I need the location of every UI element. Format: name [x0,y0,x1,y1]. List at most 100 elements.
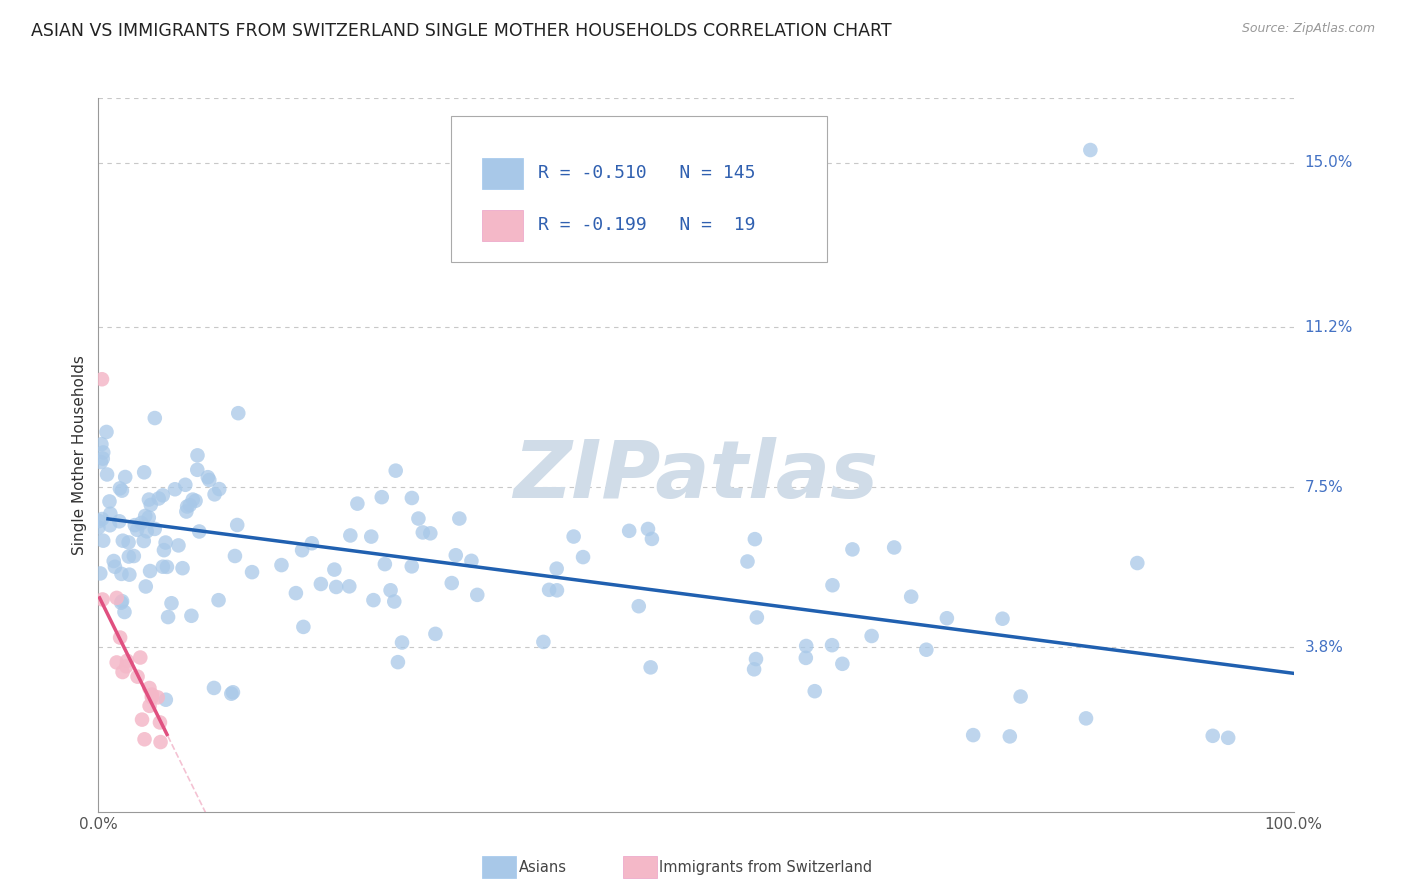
Point [131,713,153,727]
Point [363,593,385,607]
Point [821,638,844,652]
Point [562,530,585,544]
Point [744,532,766,546]
Point [794,651,817,665]
Point [412,525,434,540]
Point [104,559,127,574]
Text: Source: ZipAtlas.com: Source: ZipAtlas.com [1241,22,1375,36]
Point [382,594,405,608]
Point [111,665,134,679]
Point [127,523,149,537]
FancyBboxPatch shape [482,211,523,241]
Point [444,548,467,562]
Point [449,511,471,525]
Point [118,549,141,564]
Point [1202,729,1225,743]
Point [156,560,179,574]
Point [111,533,134,548]
Point [627,599,650,614]
Point [323,563,346,577]
Point [1126,556,1149,570]
Point [186,448,208,462]
Point [176,500,198,514]
Point [124,518,146,533]
Point [89,566,111,581]
Text: 3.8%: 3.8% [1305,640,1344,655]
Point [111,483,134,498]
Point [149,735,172,749]
Y-axis label: Single Mother Households: Single Mother Households [72,355,87,555]
Point [538,582,561,597]
Point [465,588,488,602]
Point [152,559,174,574]
Point [179,498,201,512]
Point [98,507,121,521]
Point [346,497,368,511]
Point [172,561,194,575]
Point [96,425,118,439]
Point [146,690,169,705]
Point [91,533,114,548]
Point [384,464,406,478]
Point [90,455,112,469]
Point [301,536,323,550]
Text: Asians: Asians [519,860,567,874]
Point [114,470,136,484]
Point [176,504,198,518]
Text: 7.5%: 7.5% [1305,480,1343,495]
Point [401,559,423,574]
Point [637,522,659,536]
Point [143,522,166,536]
Point [371,490,394,504]
Point [96,467,118,482]
Point [131,516,153,530]
Point [325,580,347,594]
Point [1080,143,1102,157]
Point [184,493,207,508]
Point [641,532,664,546]
Point [391,635,413,649]
Point [202,681,225,695]
Point [138,492,160,507]
Point [163,482,186,496]
Point [204,487,226,501]
Point [90,437,112,451]
Point [138,698,160,713]
Point [284,586,307,600]
Point [617,524,640,538]
Text: R = -0.510   N = 145: R = -0.510 N = 145 [538,164,755,182]
Point [141,690,163,705]
Point [337,579,360,593]
Point [408,511,430,525]
Point [1010,690,1032,704]
Point [291,543,314,558]
Point [87,520,110,534]
Point [181,492,204,507]
Point [91,592,114,607]
Point [197,470,219,484]
Text: Immigrants from Switzerland: Immigrants from Switzerland [659,860,873,874]
Point [135,580,157,594]
Point [640,660,662,674]
Point [152,488,174,502]
Point [860,629,883,643]
Point [180,608,202,623]
Text: ZIPatlas: ZIPatlas [513,437,879,516]
Text: 11.2%: 11.2% [1305,320,1353,334]
Point [153,543,176,558]
Point [149,715,172,730]
Point [226,406,249,420]
Point [148,491,170,506]
Point [115,659,138,673]
Point [103,554,125,568]
Point [401,491,423,505]
Point [117,535,139,549]
Point [803,684,825,698]
Point [141,688,163,702]
Point [224,549,246,563]
Point [309,577,332,591]
Point [742,662,765,676]
Point [900,590,922,604]
Point [207,593,229,607]
FancyBboxPatch shape [482,158,523,189]
